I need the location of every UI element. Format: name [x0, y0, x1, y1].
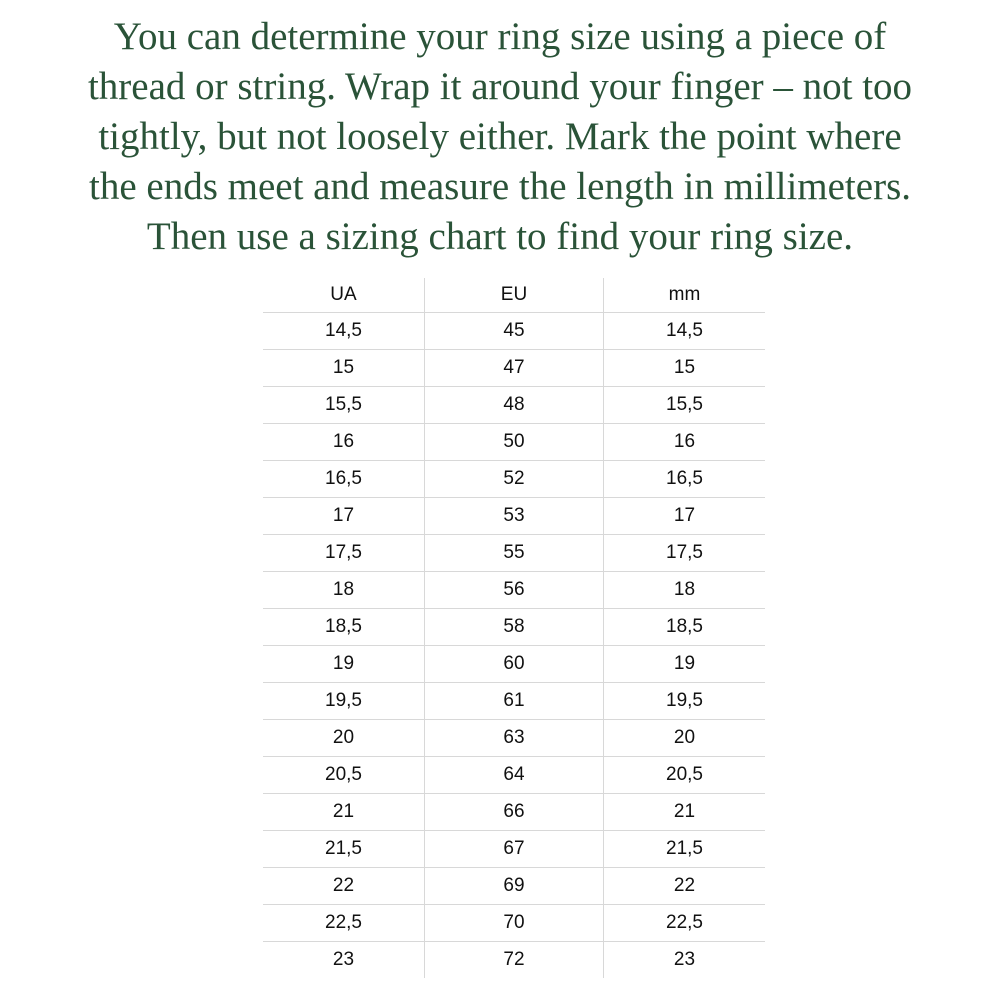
cell-mm: 22,5 — [603, 904, 765, 942]
cell-mm: 17 — [603, 497, 765, 535]
intro-text: You can determine your ring size using a… — [0, 12, 1000, 262]
cell-ua: 22 — [263, 867, 425, 905]
cell-eu: 50 — [424, 423, 604, 461]
cell-mm: 21,5 — [603, 830, 765, 868]
table-row: 18 56 18 — [263, 571, 765, 609]
cell-eu: 56 — [424, 571, 604, 609]
cell-ua: 16,5 — [263, 460, 425, 498]
table-row: 19 60 19 — [263, 645, 765, 683]
table-row: 20,5 64 20,5 — [263, 756, 765, 794]
cell-ua: 17 — [263, 497, 425, 535]
header-mm: mm — [603, 278, 765, 313]
intro-line: You can determine your ring size using a… — [113, 15, 887, 58]
cell-mm: 15,5 — [603, 386, 765, 424]
header-ua: UA — [263, 278, 425, 313]
table-row: 16,5 52 16,5 — [263, 460, 765, 498]
table-row: 22 69 22 — [263, 867, 765, 905]
cell-eu: 63 — [424, 719, 604, 757]
cell-ua: 20 — [263, 719, 425, 757]
table-row: 17 53 17 — [263, 497, 765, 535]
intro-line: the ends meet and measure the length in … — [88, 165, 911, 208]
cell-ua: 19 — [263, 645, 425, 683]
table-row: 21,5 67 21,5 — [263, 830, 765, 868]
table-row: 14,5 45 14,5 — [263, 312, 765, 350]
cell-mm: 22 — [603, 867, 765, 905]
intro-line: thread or string. Wrap it around your fi… — [87, 65, 913, 108]
cell-eu: 52 — [424, 460, 604, 498]
cell-ua: 20,5 — [263, 756, 425, 794]
cell-ua: 18 — [263, 571, 425, 609]
cell-ua: 21,5 — [263, 830, 425, 868]
cell-ua: 14,5 — [263, 312, 425, 350]
intro-line: Then use a sizing chart to find your rin… — [146, 215, 854, 258]
table-row: 15 47 15 — [263, 349, 765, 387]
intro-line: tightly, but not loosely either. Mark th… — [98, 115, 902, 158]
cell-ua: 19,5 — [263, 682, 425, 720]
cell-eu: 64 — [424, 756, 604, 794]
table-row: 20 63 20 — [263, 719, 765, 757]
cell-eu: 70 — [424, 904, 604, 942]
cell-eu: 66 — [424, 793, 604, 831]
cell-mm: 14,5 — [603, 312, 765, 350]
cell-ua: 17,5 — [263, 534, 425, 572]
cell-mm: 19 — [603, 645, 765, 683]
cell-eu: 47 — [424, 349, 604, 387]
cell-eu: 53 — [424, 497, 604, 535]
cell-eu: 45 — [424, 312, 604, 350]
cell-ua: 16 — [263, 423, 425, 461]
cell-mm: 21 — [603, 793, 765, 831]
table-row: 22,5 70 22,5 — [263, 904, 765, 942]
cell-ua: 22,5 — [263, 904, 425, 942]
cell-ua: 15 — [263, 349, 425, 387]
cell-eu: 69 — [424, 867, 604, 905]
cell-mm: 15 — [603, 349, 765, 387]
table-header-row: UA EU mm — [263, 278, 765, 313]
cell-mm: 18 — [603, 571, 765, 609]
cell-eu: 48 — [424, 386, 604, 424]
table-row: 15,5 48 15,5 — [263, 386, 765, 424]
cell-mm: 16 — [603, 423, 765, 461]
cell-mm: 17,5 — [603, 534, 765, 572]
cell-ua: 15,5 — [263, 386, 425, 424]
cell-mm: 20,5 — [603, 756, 765, 794]
table-row: 16 50 16 — [263, 423, 765, 461]
ring-size-table: UA EU mm 14,5 45 14,5 15 47 15 15,5 48 15,5 16 50 1… — [263, 278, 765, 978]
table-row: 21 66 21 — [263, 793, 765, 831]
table-row: 18,5 58 18,5 — [263, 608, 765, 646]
cell-mm: 23 — [673, 949, 696, 970]
cell-eu: 72 — [424, 941, 604, 978]
cell-ua: 23 — [263, 941, 425, 978]
cell-mm: 19,5 — [603, 682, 765, 720]
cell-eu: 61 — [424, 682, 604, 720]
table-row: 17,5 55 17,5 — [263, 534, 765, 572]
cell-ua: 21 — [263, 793, 425, 831]
table-row: 19,5 61 19,5 — [263, 682, 765, 720]
cell-mm: 20 — [603, 719, 765, 757]
table-row: 23 72 23 — [263, 941, 765, 978]
cell-eu: 55 — [424, 534, 604, 572]
cell-ua: 18,5 — [263, 608, 425, 646]
cell-eu: 58 — [424, 608, 604, 646]
cell-eu: 60 — [424, 645, 604, 683]
cell-mm: 16,5 — [603, 460, 765, 498]
cell-eu: 67 — [424, 830, 604, 868]
cell-mm: 18,5 — [603, 608, 765, 646]
header-eu: EU — [424, 278, 604, 313]
